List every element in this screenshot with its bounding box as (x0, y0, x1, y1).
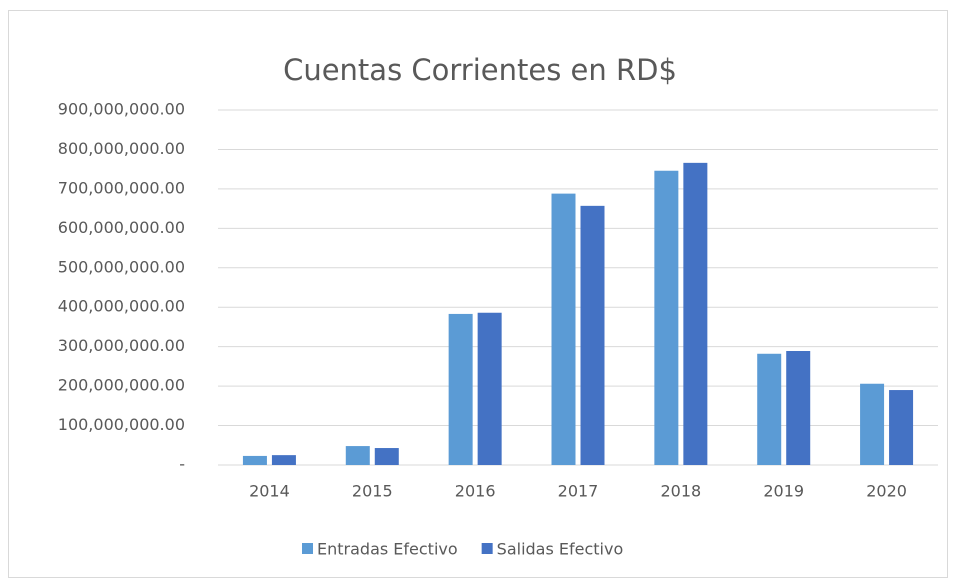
y-tick-label: 700,000,000.00 (58, 178, 185, 197)
x-tick-label: 2014 (249, 482, 290, 501)
legend-label: Salidas Efectivo (497, 540, 624, 559)
y-tick-label: 500,000,000.00 (58, 257, 185, 276)
y-tick-label: 900,000,000.00 (58, 100, 185, 119)
bar (757, 353, 782, 465)
bar (889, 390, 914, 465)
legend-label: Entradas Efectivo (317, 540, 458, 559)
x-tick-label: 2017 (558, 482, 599, 501)
x-tick-label: 2018 (660, 482, 701, 501)
bar (477, 312, 502, 465)
bar (683, 162, 708, 465)
bar (271, 455, 296, 465)
chart-title: Cuentas Corrientes en RD$ (283, 53, 677, 87)
bar (242, 455, 267, 465)
x-tick-label: 2019 (763, 482, 804, 501)
x-tick-label: 2016 (455, 482, 496, 501)
y-tick-label: 600,000,000.00 (58, 218, 185, 237)
bar (860, 383, 885, 465)
x-tick-label: 2020 (866, 482, 907, 501)
bar (345, 446, 370, 465)
bar (448, 313, 473, 465)
bar (374, 448, 399, 465)
bar (580, 205, 605, 465)
y-tick-label: - (179, 455, 185, 474)
y-tick-label: 400,000,000.00 (58, 297, 185, 316)
legend-swatch (481, 543, 493, 554)
legend-swatch (302, 543, 313, 554)
chart-border (8, 10, 948, 578)
x-tick-label: 2015 (352, 482, 393, 501)
bar (786, 351, 811, 465)
bar (654, 170, 679, 465)
y-tick-label: 800,000,000.00 (58, 139, 185, 158)
bar (551, 193, 576, 465)
y-tick-label: 200,000,000.00 (58, 376, 185, 395)
y-tick-label: 300,000,000.00 (58, 336, 185, 355)
y-tick-label: 100,000,000.00 (58, 415, 185, 434)
